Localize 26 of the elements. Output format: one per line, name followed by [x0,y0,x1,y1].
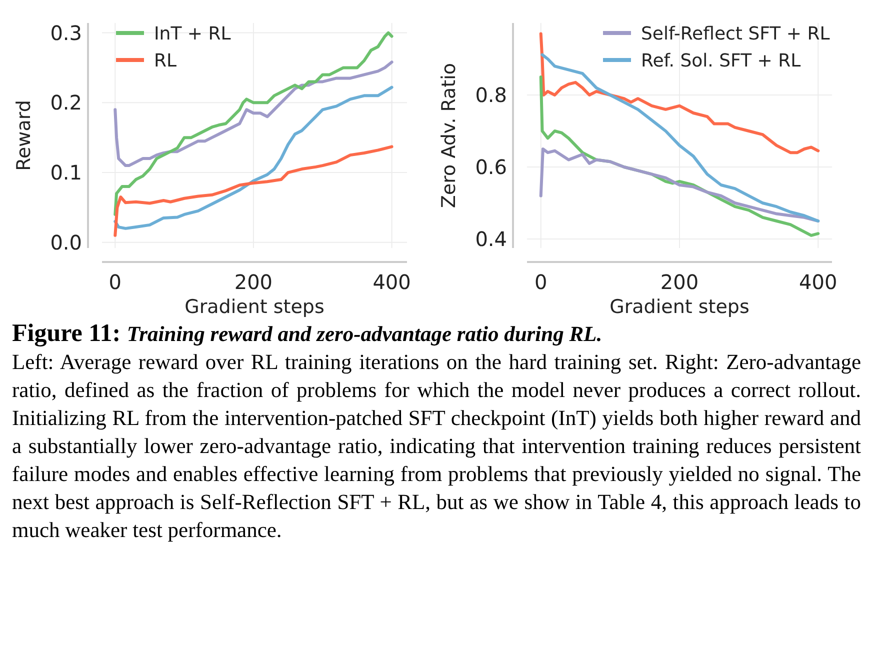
y-tick-label: 0.6 [475,155,507,179]
line-series [114,145,394,237]
x-tick-label: 400 [372,270,411,294]
caption: Figure 11: Training reward and zero-advantage ratio during RL. [12,320,604,348]
y-tick-label: 0.1 [50,160,82,185]
x-tick-label: 200 [234,270,273,294]
x-axis-title: Gradient steps [184,296,324,318]
legend-label: Self-Reflect SFT + RL [641,23,830,44]
x-tick-label: 400 [799,270,838,294]
x-axis-title: Gradient steps [610,296,750,318]
legend-label: InT + RL [154,23,231,44]
y-tick-label: 0.3 [50,20,82,45]
legend-label: RL [154,50,177,72]
y-tick-label: 0.2 [50,90,82,115]
x-tick-label: 200 [660,270,699,294]
y-tick-label: 0.4 [475,227,507,251]
y-tick-label: 0.8 [475,83,507,107]
y-axis-title: Zero Adv. Ratio [438,62,460,208]
line-series [114,86,394,230]
x-tick-label: 0 [108,270,122,294]
y-tick-label: 0.0 [50,230,82,254]
y-axis-title: Reward [13,100,35,171]
x-tick-label: 0 [534,270,548,294]
legend-label: Ref. Sol. SFT + RL [641,50,801,72]
line-series [540,53,820,222]
text: Left: Average reward over RL training iterations on the hard training set. Right: Zero-advantage ratio, defined as the fraction of problems for which the model never produces a correct rollout. Initializing RL from the intervention-patched SFT checkpoint (InT) yields both higher reward and a substantially lower zero-advantage ratio, indicating that intervention training reduces persistent failure modes and enables effective learning from problems that previously yielded no signal. The next best approach is Self-Reflection SFT + RL, but as we show in Table 4, this approach leads to much weaker test performance. [12,349,861,544]
